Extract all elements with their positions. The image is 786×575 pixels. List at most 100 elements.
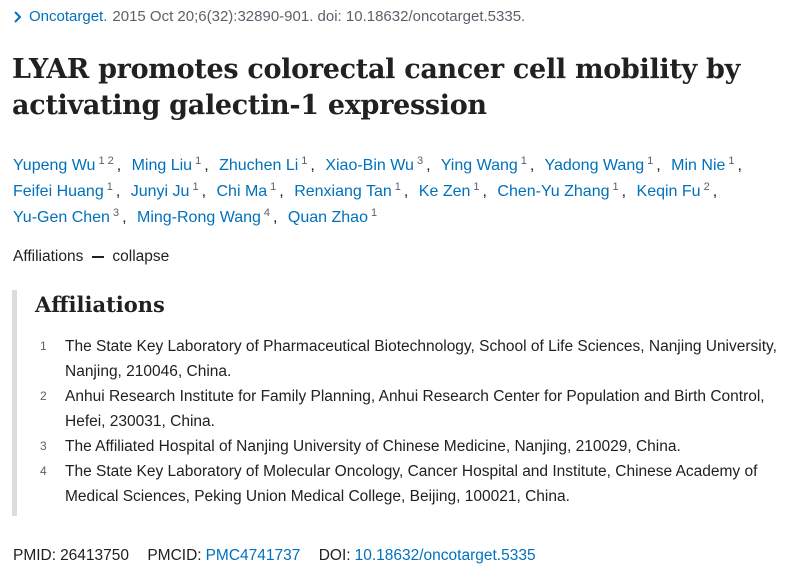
affiliation-ref[interactable]: 2: [703, 181, 710, 193]
author-affiliations: 1: [521, 155, 530, 167]
affiliation-ref[interactable]: 3: [416, 155, 424, 167]
author: Ming Liu 1,: [131, 155, 215, 175]
author: Chi Ma 1,: [216, 181, 289, 201]
author-list: Yupeng Wu 1 2, Ming Liu 1, Zhuchen Li 1, Xia…: [13, 153, 773, 231]
author-link[interactable]: Xiao-Bin Wu: [325, 157, 414, 174]
affiliation-text: The State Key Laboratory of Pharmaceutic…: [65, 338, 777, 380]
author-link[interactable]: Quan Zhao: [287, 209, 368, 226]
separator: ,: [621, 183, 627, 200]
author-link[interactable]: Ming-Rong Wang: [136, 209, 261, 226]
author-link[interactable]: Junyi Ju: [130, 183, 190, 200]
pmid: 26413750: [60, 547, 130, 564]
author-link[interactable]: Keqin Fu: [636, 183, 701, 200]
author: Yadong Wang 1,: [544, 155, 667, 175]
affiliation-number: 4: [40, 464, 47, 478]
author-affiliations: 1: [371, 207, 380, 219]
toggle-label: Affiliations: [13, 248, 84, 265]
author-affiliations: 1: [473, 181, 482, 193]
author-link[interactable]: Ke Zen: [418, 183, 471, 200]
author-link[interactable]: Ying Wang: [440, 157, 518, 174]
separator: ,: [204, 157, 209, 174]
author: Yu-Gen Chen 3,: [13, 207, 133, 227]
author-affiliations: 1: [192, 181, 201, 193]
author-affiliations: 4: [264, 207, 273, 219]
pmid-label: PMID:: [13, 547, 57, 564]
affiliation-ref[interactable]: 1: [728, 155, 735, 167]
affiliation-ref[interactable]: 3: [112, 207, 120, 219]
affiliation-ref[interactable]: 1: [473, 181, 480, 193]
author-link[interactable]: Renxiang Tan: [294, 183, 392, 200]
separator: ,: [310, 157, 315, 174]
author-affiliations: 2: [704, 181, 713, 193]
affiliation-ref[interactable]: 1: [394, 181, 401, 193]
author-link[interactable]: Min Nie: [671, 157, 726, 174]
author-link[interactable]: Yu-Gen Chen: [13, 209, 110, 226]
author-link[interactable]: Yupeng Wu: [13, 157, 96, 174]
author-affiliations: 1: [728, 155, 737, 167]
affiliation-item: 1 The State Key Laboratory of Pharmaceuti…: [37, 334, 782, 384]
author: Quan Zhao 1: [287, 207, 380, 227]
affiliation-ref[interactable]: 1: [270, 181, 277, 193]
author: Keqin Fu 2,: [636, 181, 724, 201]
affiliations-toggle[interactable]: Affiliations collapse: [13, 248, 169, 266]
affiliations-panel: Affiliations 1 The State Key Laboratory o…: [12, 290, 782, 516]
author: Junyi Ju 1,: [130, 181, 212, 201]
author: Feifei Huang 1,: [13, 181, 126, 201]
author-affiliations: 1: [647, 155, 656, 167]
author: Chen-Yu Zhang 1,: [497, 181, 632, 201]
author-link[interactable]: Chi Ma: [216, 183, 268, 200]
separator: ,: [279, 183, 284, 200]
affiliation-number: 2: [40, 389, 47, 403]
author: Renxiang Tan 1,: [294, 181, 414, 201]
author: Xiao-Bin Wu 3,: [325, 155, 436, 175]
article-title: LYAR promotes colorectal cancer cell mob…: [12, 54, 741, 121]
separator: ,: [273, 209, 278, 226]
separator: ,: [482, 183, 487, 200]
affiliation-ref[interactable]: 4: [263, 207, 271, 219]
separator: ,: [529, 157, 535, 174]
author-affiliations: 3: [417, 155, 426, 167]
affiliations-list: 1 The State Key Laboratory of Pharmaceuti…: [37, 334, 782, 509]
separator: ,: [116, 157, 122, 174]
affiliation-item: 3 The Affiliated Hospital of Nanjing Univ…: [37, 434, 782, 459]
journal-link[interactable]: Oncotarget.: [29, 8, 108, 25]
affiliation-ref[interactable]: 1: [192, 181, 199, 193]
pmcid-link[interactable]: PMC4741737: [205, 547, 301, 564]
author-affiliations: 1: [107, 181, 116, 193]
chevron-icon: [14, 10, 22, 23]
affiliation-ref[interactable]: 1: [195, 155, 202, 167]
affiliation-item: 4 The State Key Laboratory of Molecular O…: [37, 459, 782, 509]
author-link[interactable]: Chen-Yu Zhang: [497, 183, 610, 200]
author-affiliations: 3: [113, 207, 122, 219]
author-affiliations: 1: [270, 181, 279, 193]
author: Yupeng Wu 1 2,: [13, 155, 127, 175]
affiliation-number: 1: [40, 339, 47, 353]
doi-label: DOI:: [318, 547, 351, 564]
affiliation-text: Anhui Research Institute for Family Plan…: [65, 388, 765, 430]
author-affiliations: 1: [301, 155, 310, 167]
affiliation-ref[interactable]: 1: [612, 181, 619, 193]
separator: ,: [426, 157, 431, 174]
affiliation-ref[interactable]: 2: [107, 155, 114, 167]
author: Ke Zen 1,: [418, 181, 493, 201]
affiliation-ref[interactable]: 1: [520, 155, 527, 167]
citation-details: 2015 Oct 20;6(32):32890-901. doi: 10.186…: [112, 8, 526, 25]
author-link[interactable]: Feifei Huang: [13, 183, 104, 200]
affiliation-ref[interactable]: 1: [370, 207, 378, 219]
author-link[interactable]: Yadong Wang: [544, 157, 645, 174]
author-link[interactable]: Ming Liu: [131, 157, 193, 174]
affiliation-ref[interactable]: 1: [106, 181, 113, 193]
affiliation-ref[interactable]: 1: [647, 155, 654, 167]
affiliation-ref[interactable]: 1: [98, 155, 105, 167]
toggle-icon: [92, 256, 105, 258]
author-link[interactable]: Zhuchen Li: [219, 157, 299, 174]
affiliation-ref[interactable]: 1: [301, 155, 308, 167]
doi-link[interactable]: 10.18632/oncotarget.5335: [354, 547, 536, 564]
separator: ,: [201, 183, 207, 200]
author: Zhuchen Li 1,: [219, 155, 321, 175]
affiliation-number: 3: [40, 439, 47, 453]
author: Min Nie 1,: [671, 155, 748, 175]
